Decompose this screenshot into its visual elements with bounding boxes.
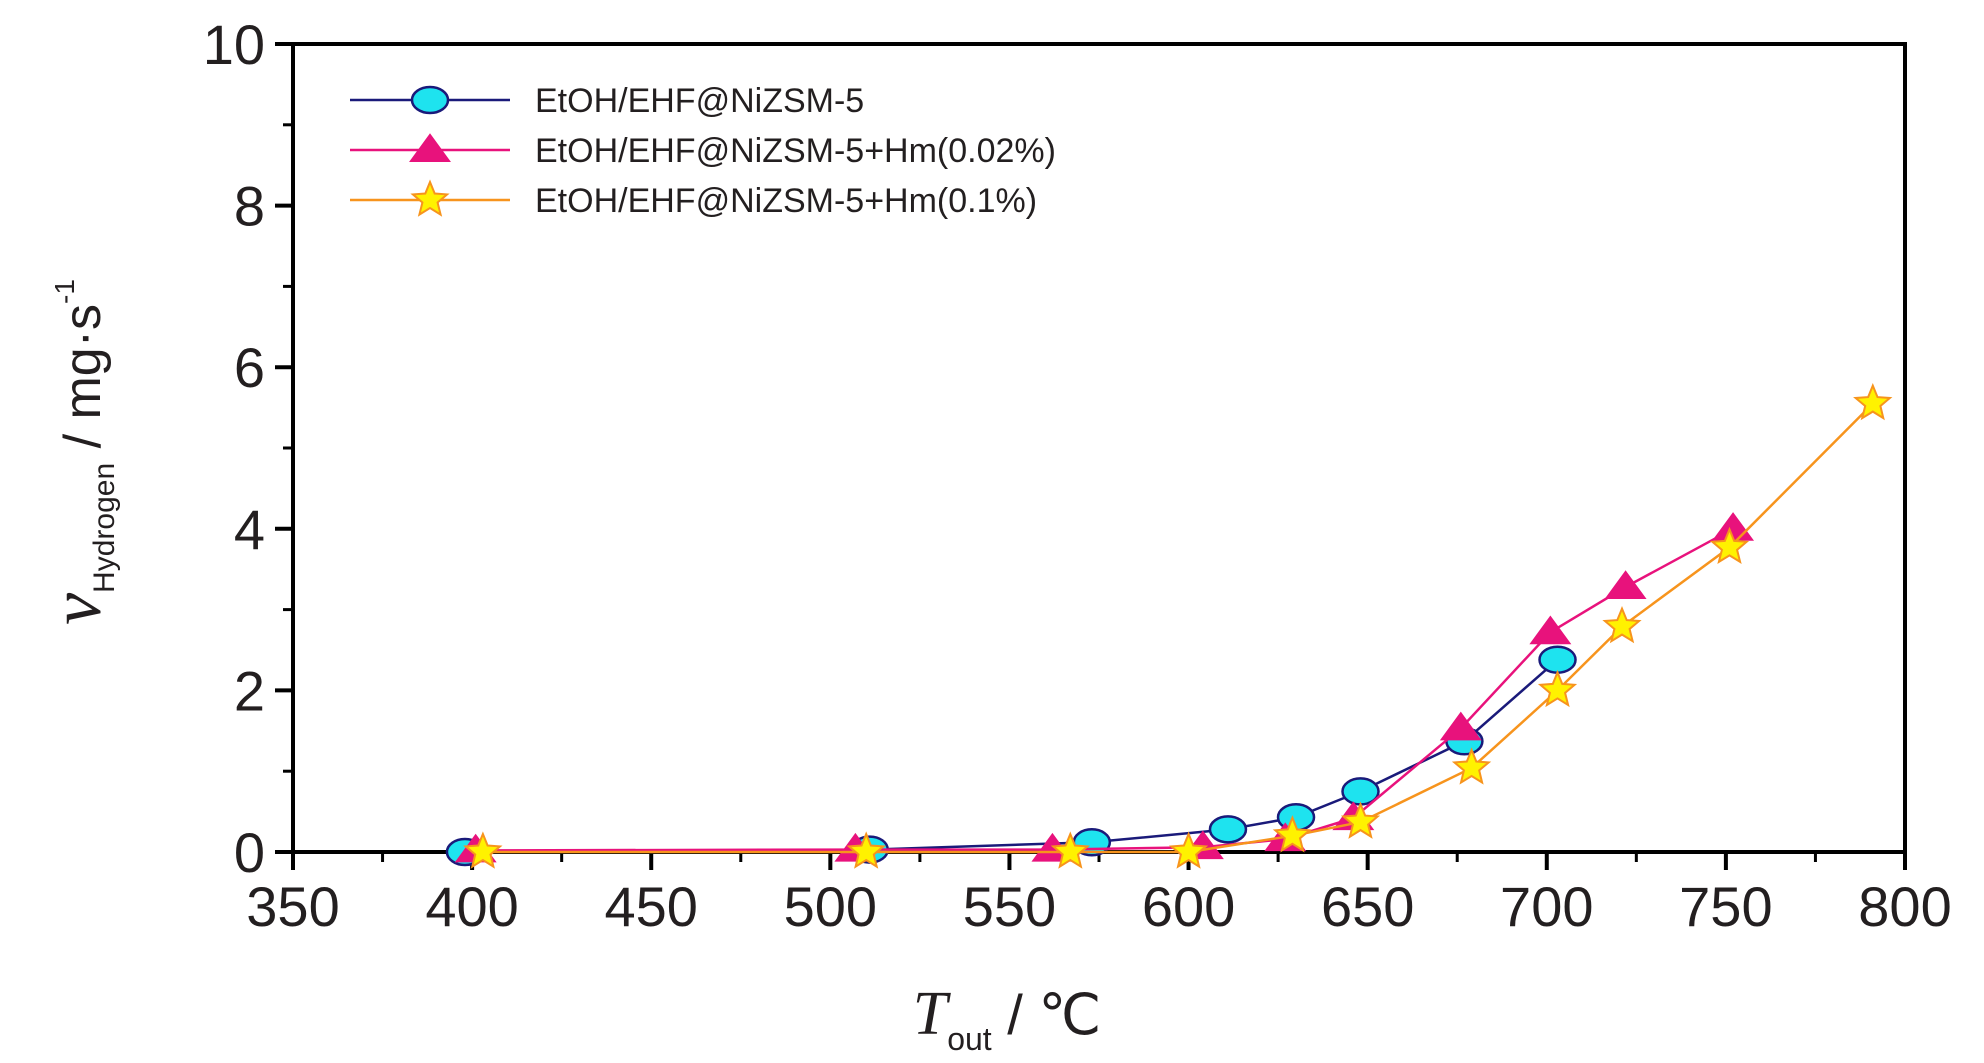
x-axis-title: Tout / ℃ (913, 980, 1102, 1057)
data-point (1208, 815, 1248, 844)
series-line (464, 658, 1559, 854)
data-point (1340, 801, 1381, 839)
data-point (1168, 831, 1209, 869)
y-axis-title-sup: -1 (49, 279, 80, 304)
legend-item: EtOH/EHF@NiZSM-5+Hm(0.02%) (350, 132, 1056, 170)
data-point (1853, 382, 1893, 421)
y-tick-labels: 0 2 4 6 8 10 (203, 13, 265, 884)
x-tick-label: 650 (1321, 875, 1414, 938)
x-tick-labels: 350 400 450 500 550 600 650 700 750 800 (246, 875, 1951, 938)
x-tick-label: 600 (1142, 875, 1235, 938)
y-tick-label: 10 (203, 13, 265, 76)
series-line (482, 402, 1874, 854)
legend-item: EtOH/EHF@NiZSM-5+Hm(0.1%) (350, 179, 1037, 220)
series-3 (463, 382, 1893, 869)
data-point (1272, 815, 1313, 853)
series-line (475, 527, 1734, 852)
x-axis-title-rest: / ℃ (992, 983, 1102, 1046)
x-tick-label: 400 (425, 875, 518, 938)
legend-item: EtOH/EHF@NiZSM-5 (350, 82, 864, 120)
legend-label: EtOH/EHF@NiZSM-5 (535, 82, 864, 120)
y-tick-label: 0 (234, 821, 265, 884)
data-point (1439, 711, 1482, 741)
x-tick-label: 750 (1679, 875, 1772, 938)
x-tick-label: 700 (1500, 875, 1593, 938)
y-axis-title-main: ν (36, 593, 116, 625)
data-point (1709, 526, 1750, 565)
y-tick-label: 2 (234, 659, 265, 722)
x-axis-title-main: T (913, 980, 952, 1048)
data-point (463, 831, 503, 869)
x-tick-label: 500 (784, 875, 877, 938)
series-layer (445, 382, 1893, 869)
legend: EtOH/EHF@NiZSM-5 EtOH/EHF@NiZSM-5+Hm(0.02… (350, 82, 1056, 220)
data-point (1602, 605, 1642, 644)
y-tick-label: 6 (234, 336, 265, 399)
x-tick-label: 550 (963, 875, 1056, 938)
y-axis-title-sub: Hydrogen (88, 463, 121, 593)
y-tick-label: 8 (234, 175, 265, 238)
data-point (1537, 669, 1578, 708)
legend-label: EtOH/EHF@NiZSM-5+Hm(0.02%) (535, 132, 1056, 170)
y-axis-title-rest: / mg·s (54, 304, 112, 463)
legend-marker (410, 85, 450, 115)
x-tick-label: 350 (246, 875, 339, 938)
data-point (1538, 645, 1577, 674)
data-point (1604, 570, 1647, 599)
y-axis-title: νHydrogen / mg·s-1 (36, 279, 121, 625)
y-tick-label: 4 (234, 498, 265, 561)
data-point (1529, 615, 1572, 645)
data-point (1451, 747, 1492, 785)
x-tick-label: 800 (1858, 875, 1951, 938)
x-tick-label: 450 (605, 875, 698, 938)
series-1 (445, 645, 1577, 867)
legend-marker (409, 133, 451, 162)
legend-label: EtOH/EHF@NiZSM-5+Hm(0.1%) (535, 182, 1037, 220)
axis-ticks (275, 42, 1907, 870)
legend-marker (410, 179, 450, 217)
data-point (846, 831, 886, 869)
x-axis-title-sub: out (947, 1021, 992, 1057)
data-point (1050, 831, 1091, 869)
